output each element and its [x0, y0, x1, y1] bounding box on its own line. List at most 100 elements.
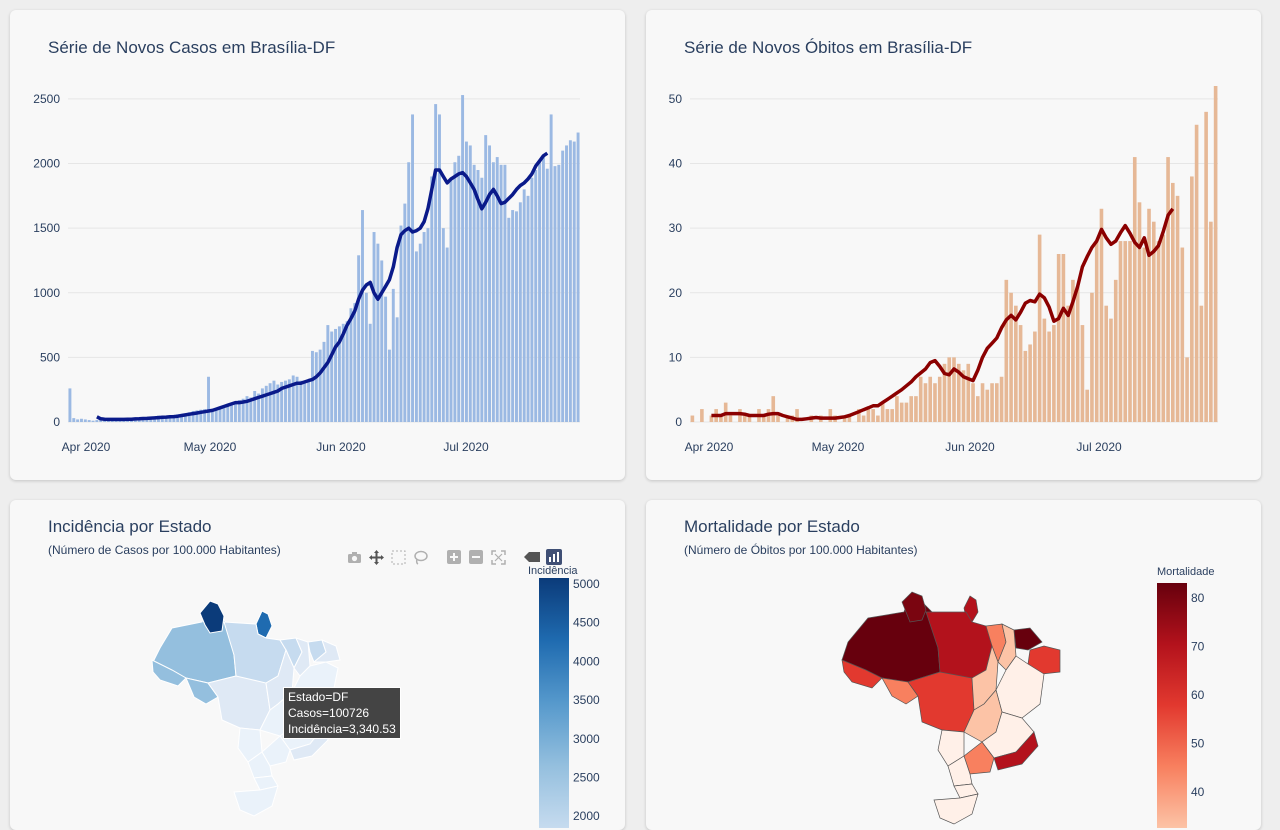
cases-bar[interactable] — [430, 176, 434, 422]
deaths-bar[interactable] — [709, 415, 714, 422]
cases-bar[interactable] — [322, 341, 326, 422]
deaths-bar[interactable] — [956, 363, 961, 422]
deaths-bar[interactable] — [871, 409, 875, 422]
state-ce[interactable] — [1013, 627, 1043, 651]
deaths-bar[interactable] — [1042, 318, 1047, 422]
deaths-bar[interactable] — [966, 363, 971, 422]
deaths-bar[interactable] — [1023, 350, 1028, 422]
cases-bar[interactable] — [287, 379, 291, 422]
cases-bar[interactable] — [453, 162, 457, 422]
cases-bar[interactable] — [260, 388, 264, 422]
cases-bar[interactable] — [491, 162, 495, 422]
deaths-bar[interactable] — [1151, 221, 1156, 422]
cases-bar[interactable] — [334, 328, 338, 422]
zoom-in-icon[interactable] — [446, 549, 462, 565]
cases-bar[interactable] — [210, 409, 214, 422]
deaths-bar[interactable] — [975, 396, 980, 422]
state-rs[interactable] — [933, 793, 979, 825]
cases-bar[interactable] — [515, 211, 518, 422]
cases-bar[interactable] — [68, 388, 72, 422]
deaths-bar[interactable] — [1113, 279, 1118, 422]
cases-bar[interactable] — [488, 145, 491, 422]
state-ro[interactable] — [185, 677, 219, 705]
deaths-bar[interactable] — [785, 415, 790, 422]
cases-bar[interactable] — [545, 168, 549, 422]
cases-bar[interactable] — [237, 400, 241, 422]
cases-bar[interactable] — [572, 141, 576, 423]
cases-bar[interactable] — [330, 331, 334, 422]
cases-bar[interactable] — [538, 162, 542, 422]
deaths-bar[interactable] — [1009, 292, 1013, 422]
deaths-bar[interactable] — [1213, 86, 1218, 422]
cases-bar[interactable] — [249, 397, 253, 422]
cases-bar[interactable] — [218, 406, 222, 422]
box-select-icon[interactable] — [390, 549, 406, 565]
deaths-bar[interactable] — [742, 415, 747, 422]
deaths-bar[interactable] — [1085, 389, 1089, 422]
lasso-icon[interactable] — [412, 549, 428, 565]
cases-bar[interactable] — [445, 247, 449, 422]
deaths-bar[interactable] — [1156, 241, 1161, 422]
deaths-bar[interactable] — [1199, 305, 1204, 422]
deaths-moving-average-line[interactable] — [711, 207, 1175, 422]
deaths-bar[interactable] — [942, 363, 947, 422]
deaths-bar[interactable] — [847, 415, 852, 422]
deaths-bar[interactable] — [961, 370, 966, 422]
cases-bar[interactable] — [441, 228, 445, 422]
deaths-bar[interactable] — [1099, 208, 1104, 422]
deaths-bar[interactable] — [842, 415, 847, 422]
cases-bar[interactable] — [403, 203, 407, 422]
deaths-bar[interactable] — [1190, 176, 1194, 422]
deaths-bar[interactable] — [1142, 247, 1147, 422]
deaths-bar[interactable] — [995, 383, 999, 422]
camera-icon[interactable] — [346, 549, 362, 565]
deaths-bar[interactable] — [1052, 325, 1056, 422]
cases-moving-average-line[interactable] — [96, 151, 549, 422]
deaths-bar[interactable] — [1056, 254, 1061, 422]
deaths-bar[interactable] — [904, 402, 909, 422]
cases-bar[interactable] — [387, 349, 391, 422]
deaths-bar[interactable] — [690, 415, 695, 422]
cases-bar[interactable] — [176, 414, 180, 422]
cases-bar[interactable] — [326, 325, 330, 422]
deaths-bar[interactable] — [923, 383, 928, 422]
cases-bar[interactable] — [391, 288, 395, 422]
deaths-bar[interactable] — [1104, 305, 1109, 422]
cases-bar[interactable] — [214, 407, 218, 422]
cases-bar[interactable] — [549, 114, 553, 422]
cases-bar[interactable] — [272, 380, 276, 422]
state-ac[interactable] — [841, 659, 883, 689]
cases-bar[interactable] — [91, 420, 95, 422]
cases-bar[interactable] — [568, 140, 572, 422]
deaths-bar[interactable] — [1118, 241, 1123, 422]
deaths-bar[interactable] — [990, 383, 994, 422]
cases-bar[interactable] — [507, 217, 511, 422]
autoscale-icon[interactable] — [490, 549, 506, 565]
cases-bar[interactable] — [449, 179, 453, 422]
cases-bar[interactable] — [280, 381, 284, 422]
cases-bar[interactable] — [422, 232, 426, 422]
deaths-bar[interactable] — [1028, 344, 1032, 422]
cases-bar[interactable] — [253, 390, 257, 422]
deaths-bar[interactable] — [1209, 221, 1213, 422]
cases-bar[interactable] — [310, 350, 314, 422]
cases-bar[interactable] — [291, 375, 295, 422]
cases-bar[interactable] — [576, 132, 580, 422]
cases-bar[interactable] — [180, 414, 184, 422]
cases-bar[interactable] — [368, 323, 372, 422]
state-rr[interactable] — [199, 600, 225, 634]
state-rr[interactable] — [901, 591, 927, 623]
deaths-bar[interactable] — [866, 409, 871, 422]
cases-bar[interactable] — [337, 326, 341, 422]
deaths-bar[interactable] — [795, 409, 799, 422]
cases-bar[interactable] — [407, 162, 411, 422]
cases-bar[interactable] — [526, 195, 530, 422]
cases-bar[interactable] — [434, 104, 438, 422]
deaths-bar[interactable] — [1171, 182, 1175, 422]
deaths-bar[interactable] — [933, 383, 937, 422]
deaths-bar[interactable] — [1071, 279, 1075, 422]
cases-bar[interactable] — [195, 410, 199, 422]
deaths-bar[interactable] — [1128, 241, 1132, 422]
cases-bar[interactable] — [468, 145, 472, 422]
deaths-bar[interactable] — [890, 409, 894, 422]
